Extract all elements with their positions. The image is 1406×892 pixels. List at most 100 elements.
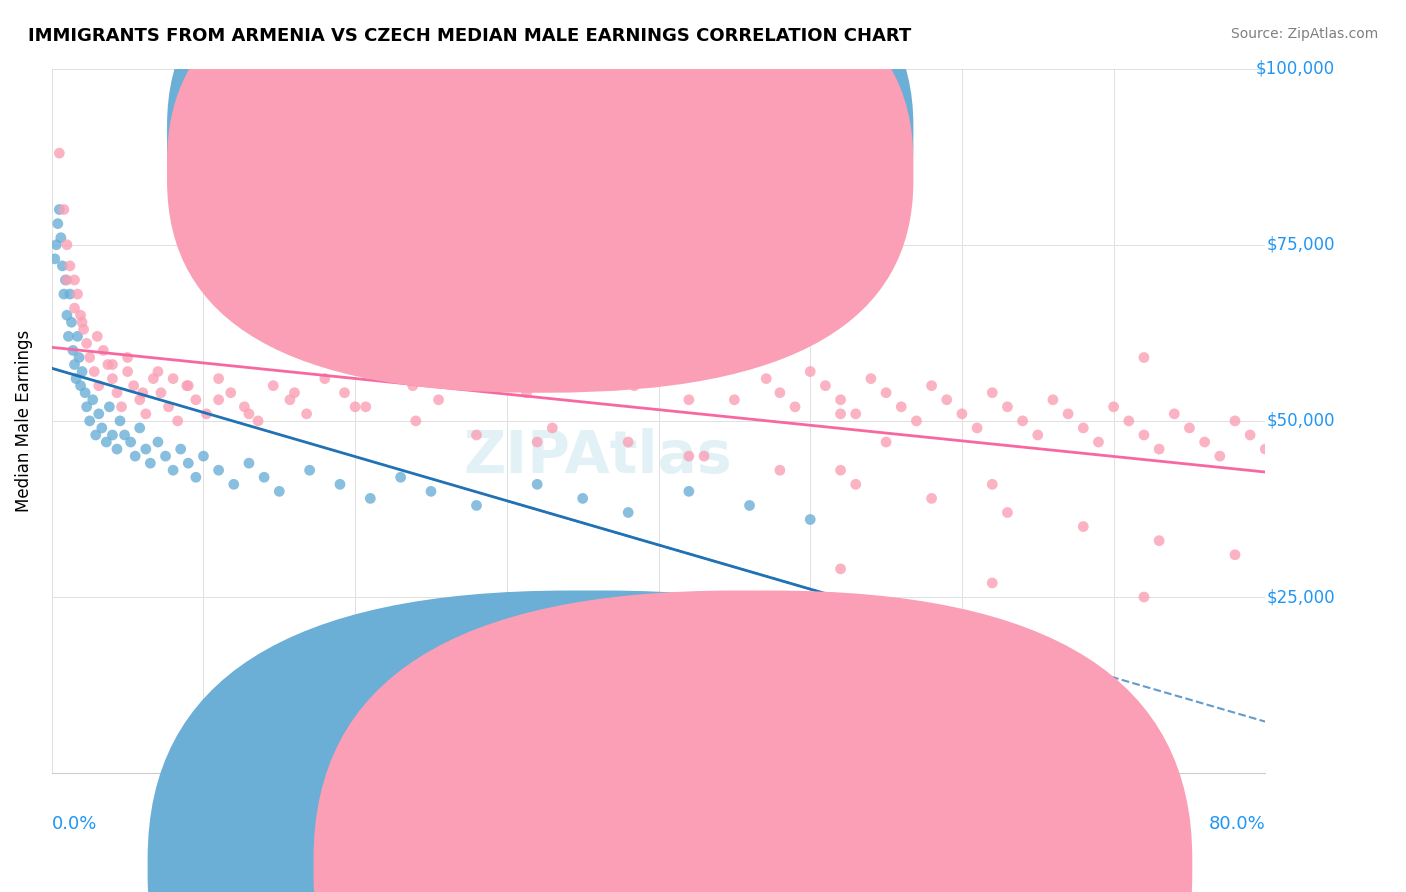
Text: Source: ZipAtlas.com: Source: ZipAtlas.com	[1230, 27, 1378, 41]
Point	[207, 463, 229, 477]
Point	[905, 414, 928, 428]
Point	[105, 442, 128, 456]
Point	[427, 392, 450, 407]
Point	[571, 358, 593, 372]
Point	[176, 378, 198, 392]
Point	[49, 230, 72, 244]
Text: R = -0.276    N=   61: R = -0.276 N= 61	[555, 127, 728, 145]
Point	[132, 385, 155, 400]
Point	[830, 392, 852, 407]
Point	[72, 322, 94, 336]
Point	[845, 407, 868, 421]
Point	[526, 477, 548, 491]
Point	[82, 392, 104, 407]
Point	[105, 385, 128, 400]
Point	[526, 435, 548, 450]
Point	[541, 421, 564, 435]
Point	[60, 315, 83, 329]
Point	[98, 400, 121, 414]
Point	[51, 259, 73, 273]
FancyBboxPatch shape	[501, 103, 865, 202]
Point	[59, 287, 82, 301]
Point	[238, 407, 260, 421]
Point	[1011, 414, 1033, 428]
Y-axis label: Median Male Earnings: Median Male Earnings	[15, 330, 32, 512]
Point	[101, 358, 124, 372]
Point	[755, 371, 778, 385]
Point	[1209, 449, 1232, 463]
Point	[1223, 548, 1246, 562]
Point	[374, 365, 396, 379]
Point	[278, 392, 301, 407]
Point	[75, 385, 97, 400]
Point	[101, 428, 124, 442]
Point	[935, 392, 957, 407]
Point	[950, 407, 973, 421]
Point	[344, 400, 367, 414]
Point	[298, 463, 321, 477]
Point	[90, 421, 112, 435]
Point	[86, 329, 108, 343]
Point	[723, 392, 745, 407]
Point	[1102, 400, 1125, 414]
Point	[63, 273, 86, 287]
Point	[66, 287, 89, 301]
Point	[1223, 414, 1246, 428]
Point	[66, 329, 89, 343]
Point	[48, 146, 70, 161]
Point	[678, 392, 700, 407]
Point	[170, 442, 193, 456]
Point	[830, 463, 852, 477]
Point	[142, 371, 165, 385]
Point	[405, 414, 427, 428]
Point	[84, 428, 107, 442]
Point	[146, 365, 169, 379]
Point	[354, 400, 377, 414]
Point	[678, 484, 700, 499]
FancyBboxPatch shape	[167, 0, 914, 392]
Point	[1194, 435, 1216, 450]
Point	[329, 477, 352, 491]
Point	[693, 449, 716, 463]
Point	[162, 463, 184, 477]
Point	[1026, 428, 1049, 442]
Point	[1147, 442, 1170, 456]
Point	[124, 449, 146, 463]
Point	[207, 392, 229, 407]
Point	[149, 385, 172, 400]
Point	[845, 477, 868, 491]
Point	[96, 435, 118, 450]
Point	[45, 237, 67, 252]
Point	[87, 378, 110, 392]
Point	[219, 385, 242, 400]
Point	[333, 385, 356, 400]
Point	[1042, 392, 1064, 407]
Point	[238, 456, 260, 470]
Point	[117, 351, 139, 365]
Point	[62, 343, 84, 358]
Point	[139, 456, 162, 470]
Point	[69, 308, 91, 322]
Point	[314, 371, 336, 385]
Point	[799, 512, 821, 526]
Text: 80.0%: 80.0%	[1209, 815, 1265, 833]
Point	[1254, 442, 1277, 456]
Point	[1163, 407, 1185, 421]
Point	[359, 491, 381, 506]
Point	[91, 343, 114, 358]
Text: $25,000: $25,000	[1267, 588, 1334, 606]
Text: $75,000: $75,000	[1267, 235, 1334, 253]
Point	[875, 385, 897, 400]
Point	[617, 506, 640, 520]
Point	[69, 378, 91, 392]
Point	[1057, 407, 1080, 421]
Point	[1178, 421, 1201, 435]
Point	[70, 315, 93, 329]
Point	[97, 358, 120, 372]
Point	[184, 392, 207, 407]
Point	[799, 365, 821, 379]
Point	[122, 378, 145, 392]
Point	[585, 365, 607, 379]
Point	[1285, 604, 1308, 618]
Point	[1147, 533, 1170, 548]
